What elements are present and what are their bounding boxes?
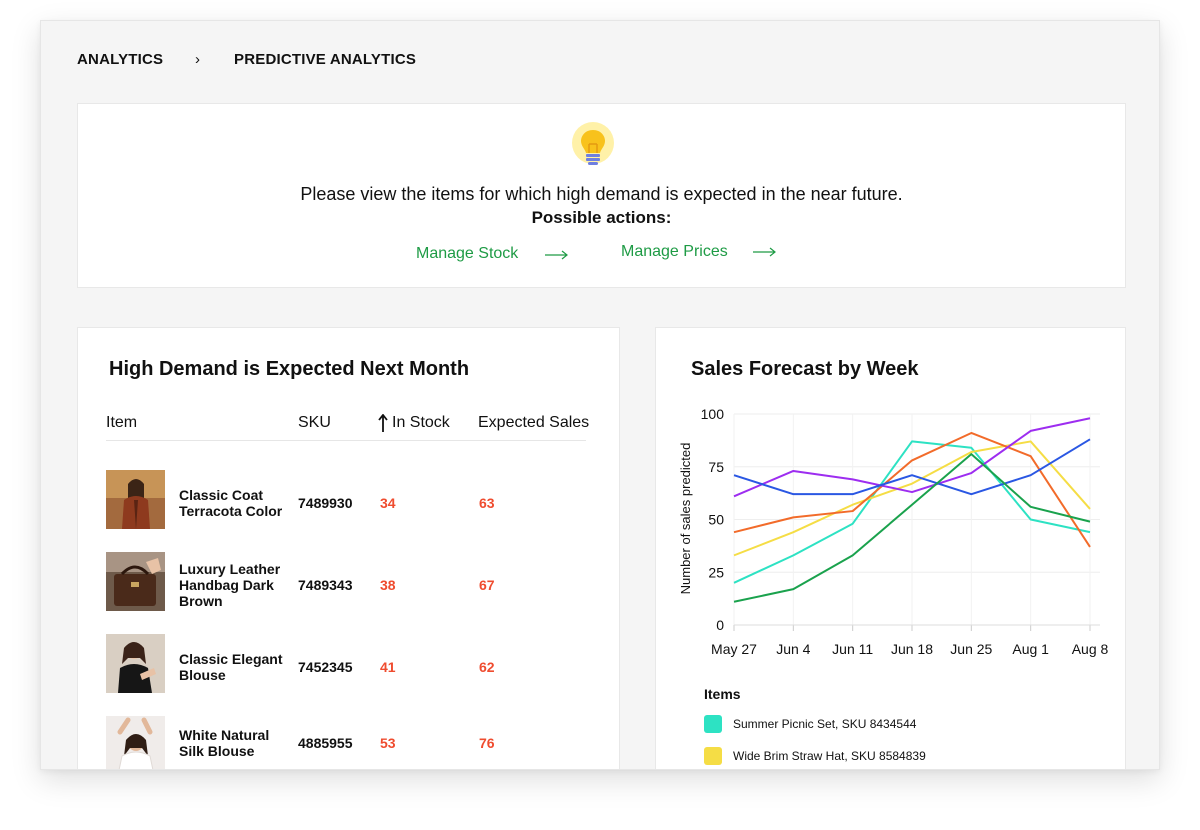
column-header-sku[interactable]: SKU	[298, 414, 331, 431]
product-thumbnail	[106, 634, 165, 693]
table-row[interactable]: Classic Elegant Blouse 7452345 41 62	[78, 634, 619, 696]
item-name: Luxury Leather Handbag Dark Brown	[179, 561, 281, 609]
expected-sales-value: 62	[479, 659, 495, 675]
column-header-item[interactable]: Item	[106, 414, 138, 431]
legend-title: Items	[704, 686, 741, 702]
arrow-right-icon[interactable]	[753, 247, 777, 257]
breadcrumb-separator-icon: ›	[195, 51, 201, 68]
breadcrumb: ANALYTICS › PREDICTIVE ANALYTICS	[77, 51, 677, 71]
breadcrumb-current: PREDICTIVE ANALYTICS	[234, 51, 417, 68]
item-name: Classic Coat Terracota Color	[179, 487, 283, 519]
expected-sales-value: 63	[479, 495, 495, 511]
x-tick-label: Jun 11	[832, 641, 873, 657]
high-demand-title: High Demand is Expected Next Month	[109, 358, 470, 380]
possible-actions-title: Possible actions:	[531, 208, 672, 227]
table-row[interactable]: Luxury Leather Handbag Dark Brown 748934…	[78, 552, 619, 614]
header-divider	[106, 440, 586, 441]
sales-forecast-chart: 0 25 50 75 100 May 27 Jun 4 Jun 11 Jun 18 Jun 25 A…	[678, 406, 1109, 657]
series-line-4	[733, 417, 1091, 498]
column-header-in-stock[interactable]: In Stock	[392, 414, 450, 431]
item-sku: 4885955	[298, 735, 353, 751]
expected-sales-value: 67	[479, 577, 495, 593]
manage-prices-link[interactable]: Manage Prices	[621, 243, 728, 260]
y-axis-title: Number of sales predicted	[678, 443, 693, 595]
legend-label: Summer Picnic Set, SKU 8434544	[733, 717, 917, 731]
high-demand-panel: High Demand is Expected Next Month Item …	[77, 327, 620, 769]
legend-swatch	[704, 747, 722, 765]
product-thumbnail	[106, 716, 165, 769]
lightbulb-icon	[572, 122, 614, 165]
item-sku: 7452345	[298, 659, 353, 675]
x-tick-label: May 27	[711, 641, 757, 657]
product-thumbnail	[106, 552, 165, 611]
y-tick-label: 0	[716, 617, 724, 633]
banner-message: Please view the items for which high dem…	[300, 184, 903, 204]
x-tick-label: Aug 1	[1012, 641, 1049, 657]
legend-swatch	[704, 715, 722, 733]
sort-ascending-icon[interactable]	[378, 414, 388, 433]
manage-stock-link[interactable]: Manage Stock	[416, 245, 519, 262]
item-sku: 7489930	[298, 495, 353, 511]
series-line-5	[733, 438, 1091, 496]
item-sku: 7489343	[298, 577, 353, 593]
insight-banner: Please view the items for which high dem…	[77, 103, 1126, 288]
x-tick-label: Aug 8	[1072, 641, 1109, 657]
in-stock-value: 34	[380, 495, 396, 511]
table-row[interactable]: Classic Coat Terracota Color 7489930 34 …	[78, 470, 619, 532]
y-tick-label: 25	[708, 564, 724, 580]
arrow-right-icon[interactable]	[545, 250, 569, 260]
y-tick-label: 50	[708, 512, 724, 528]
in-stock-value: 41	[380, 659, 396, 675]
series-line-3	[733, 431, 1091, 548]
in-stock-value: 53	[380, 735, 396, 751]
table-row[interactable]: White Natural Silk Blouse 4885955 53 76	[78, 716, 619, 769]
breadcrumb-analytics[interactable]: ANALYTICS	[77, 51, 164, 68]
product-thumbnail	[106, 470, 165, 529]
app-frame: ANALYTICS › PREDICTIVE ANALYTICS Please …	[40, 20, 1160, 770]
legend-label: Wide Brim Straw Hat, SKU 8584839	[733, 749, 926, 763]
item-name: Classic Elegant Blouse	[179, 651, 283, 683]
y-tick-label: 100	[701, 406, 725, 422]
series-line-1	[733, 440, 1091, 584]
sales-forecast-title: Sales Forecast by Week	[691, 358, 919, 380]
column-header-expected-sales[interactable]: Expected Sales	[478, 414, 590, 431]
series-line-2	[733, 440, 1091, 557]
x-tick-label: Jun 18	[891, 641, 933, 657]
x-tick-label: Jun 25	[950, 641, 992, 657]
series-line-6	[733, 453, 1091, 603]
item-name: White Natural Silk Blouse	[179, 727, 270, 759]
expected-sales-value: 76	[479, 735, 495, 751]
in-stock-value: 38	[380, 577, 396, 593]
x-tick-label: Jun 4	[776, 641, 810, 657]
y-tick-label: 75	[708, 459, 724, 475]
sales-forecast-panel: Sales Forecast by Week 0 25 50 75 100 May 27 J…	[655, 327, 1126, 769]
